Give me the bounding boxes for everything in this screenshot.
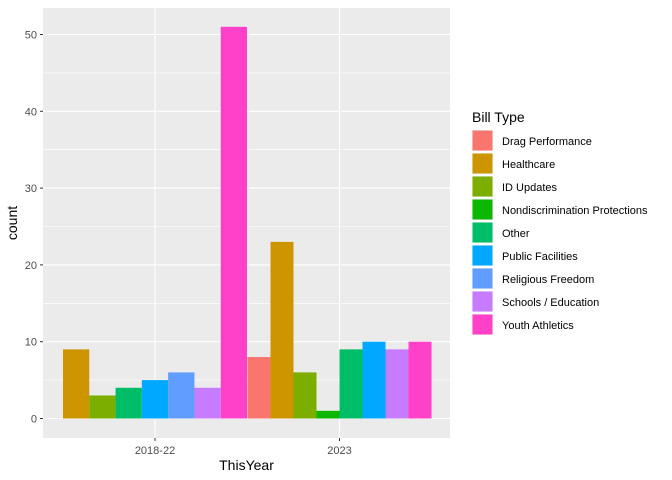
y-axis-title: count: [4, 206, 20, 240]
bar: [339, 349, 363, 419]
bar: [168, 372, 195, 419]
bar: [408, 341, 432, 419]
bar: [63, 349, 90, 419]
bar: [89, 395, 116, 419]
legend-swatch: [472, 153, 493, 174]
y-tick-label: 30: [25, 183, 37, 195]
y-tick-label: 40: [25, 106, 37, 118]
legend-label: Schools / Education: [502, 297, 599, 309]
legend-label: Healthcare: [502, 159, 555, 171]
legend-label: Public Facilities: [502, 251, 578, 263]
bar: [220, 26, 247, 419]
bar: [115, 387, 142, 419]
bar: [316, 410, 340, 419]
bar: [194, 387, 221, 419]
x-tick-label: 2018-22: [135, 445, 175, 457]
bar: [247, 357, 271, 419]
legend-swatch: [472, 199, 493, 220]
y-tick-label: 50: [25, 30, 37, 42]
legend-swatch: [472, 314, 493, 335]
legend: Bill Type Drag Performance Healthcare ID U…: [472, 109, 648, 335]
x-axis-title: ThisYear: [219, 457, 274, 473]
legend-label: Youth Athletics: [502, 320, 574, 332]
legend-label: Nondiscrimination Protections: [502, 205, 648, 217]
bar: [362, 341, 386, 419]
legend-swatch: [472, 268, 493, 289]
y-axis: 0 10 20 30 40 50: [25, 30, 43, 426]
legend-label: Drag Performance: [502, 136, 592, 148]
bar: [141, 380, 169, 419]
legend-title: Bill Type: [472, 109, 525, 125]
y-tick-label: 10: [25, 337, 37, 349]
legend-swatch: [472, 222, 493, 243]
bar: [385, 349, 409, 419]
legend-label: ID Updates: [502, 182, 558, 194]
bar: [270, 241, 294, 419]
legend-label: Religious Freedom: [502, 274, 594, 286]
legend-swatch: [472, 291, 493, 312]
bars: [63, 26, 432, 419]
y-tick-label: 0: [31, 414, 37, 426]
legend-swatch: [472, 130, 493, 151]
y-tick-label: 20: [25, 260, 37, 272]
x-axis: 2018-22 2023: [135, 438, 352, 457]
x-tick-label: 2023: [327, 445, 351, 457]
legend-swatch: [472, 245, 493, 266]
legend-swatch: [472, 176, 493, 197]
legend-label: Other: [502, 228, 530, 240]
bar: [293, 372, 317, 419]
